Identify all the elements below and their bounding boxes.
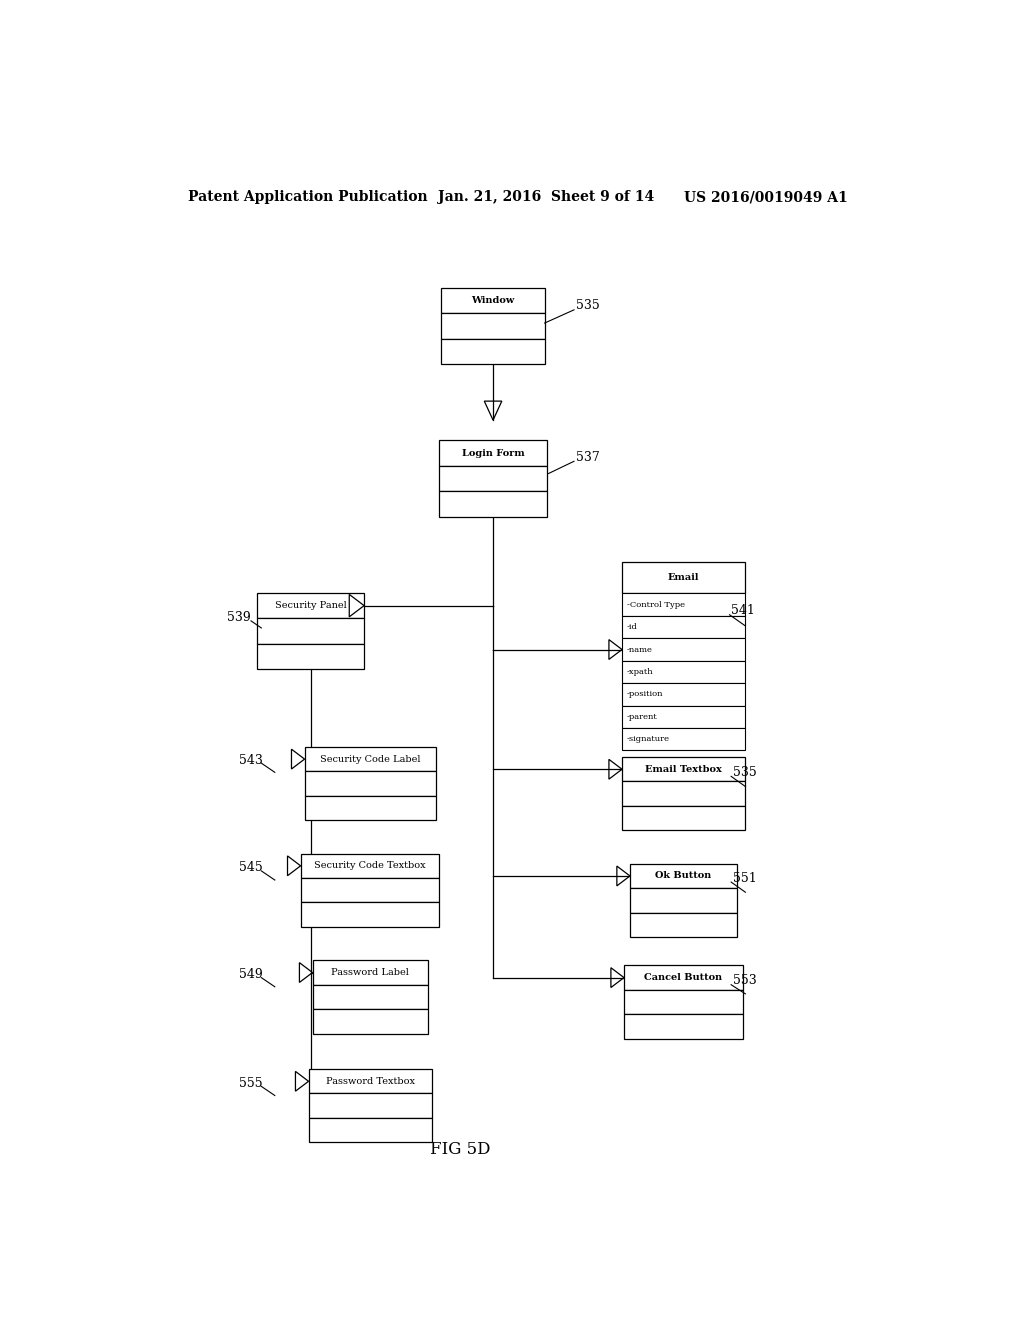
Bar [441, 339, 545, 364]
Text: -parent: -parent [627, 713, 657, 721]
Bar [304, 747, 435, 771]
Bar [630, 912, 737, 937]
Text: 535: 535 [733, 766, 757, 779]
Bar [622, 781, 745, 805]
Text: 555: 555 [240, 1077, 263, 1090]
Text: 541: 541 [731, 605, 755, 618]
Text: -xpath: -xpath [627, 668, 653, 676]
Bar [257, 644, 365, 669]
Text: Ok Button: Ok Button [655, 871, 712, 880]
Text: 537: 537 [577, 450, 600, 463]
Bar [622, 594, 745, 616]
Bar [301, 878, 439, 903]
Text: Cancel Button: Cancel Button [644, 973, 723, 982]
Bar [257, 593, 365, 618]
Bar [439, 466, 547, 491]
Bar [622, 639, 745, 661]
Bar [622, 729, 745, 751]
Text: Email: Email [668, 573, 699, 582]
Bar [439, 491, 547, 516]
Bar [624, 965, 743, 990]
Bar [622, 684, 745, 706]
Bar [441, 288, 545, 313]
Text: Patent Application Publication: Patent Application Publication [187, 190, 427, 205]
Bar [439, 441, 547, 466]
Bar [622, 616, 745, 639]
Bar [630, 863, 737, 888]
Text: Security Code Label: Security Code Label [319, 755, 420, 763]
Text: Security Panel: Security Panel [274, 601, 346, 610]
Text: Jan. 21, 2016  Sheet 9 of 14: Jan. 21, 2016 Sheet 9 of 14 [437, 190, 653, 205]
Bar [441, 313, 545, 339]
Bar [624, 990, 743, 1014]
Text: 543: 543 [240, 754, 263, 767]
Text: US 2016/0019049 A1: US 2016/0019049 A1 [684, 190, 847, 205]
Text: Password Label: Password Label [331, 968, 409, 977]
Text: Login Form: Login Form [462, 449, 524, 458]
Bar [312, 961, 428, 985]
Bar [312, 1008, 428, 1034]
Text: 553: 553 [733, 974, 757, 987]
Bar [624, 1014, 743, 1039]
Text: 535: 535 [577, 300, 600, 313]
Text: Security Code Textbox: Security Code Textbox [314, 862, 426, 870]
Text: -name: -name [627, 645, 652, 653]
Text: 545: 545 [240, 862, 263, 874]
Text: -position: -position [627, 690, 664, 698]
Text: -Control Type: -Control Type [627, 601, 685, 609]
Bar [630, 888, 737, 912]
Bar [301, 854, 439, 878]
Text: -id: -id [627, 623, 638, 631]
Bar [622, 706, 745, 729]
Bar [257, 618, 365, 644]
Text: -signature: -signature [627, 735, 670, 743]
Bar [622, 562, 745, 594]
Bar [312, 985, 428, 1008]
Text: Window: Window [471, 296, 515, 305]
Bar [301, 903, 439, 927]
Text: Email Textbox: Email Textbox [645, 764, 722, 774]
Bar [308, 1093, 431, 1118]
Text: 551: 551 [733, 871, 757, 884]
Bar [622, 661, 745, 684]
Text: FIG 5D: FIG 5D [430, 1140, 490, 1158]
Text: 549: 549 [240, 968, 263, 981]
Text: Password Textbox: Password Textbox [326, 1077, 415, 1086]
Bar [622, 758, 745, 781]
Text: 539: 539 [227, 611, 251, 624]
Bar [308, 1069, 431, 1093]
Bar [308, 1118, 431, 1142]
Bar [622, 805, 745, 830]
Bar [304, 796, 435, 820]
Bar [304, 771, 435, 796]
